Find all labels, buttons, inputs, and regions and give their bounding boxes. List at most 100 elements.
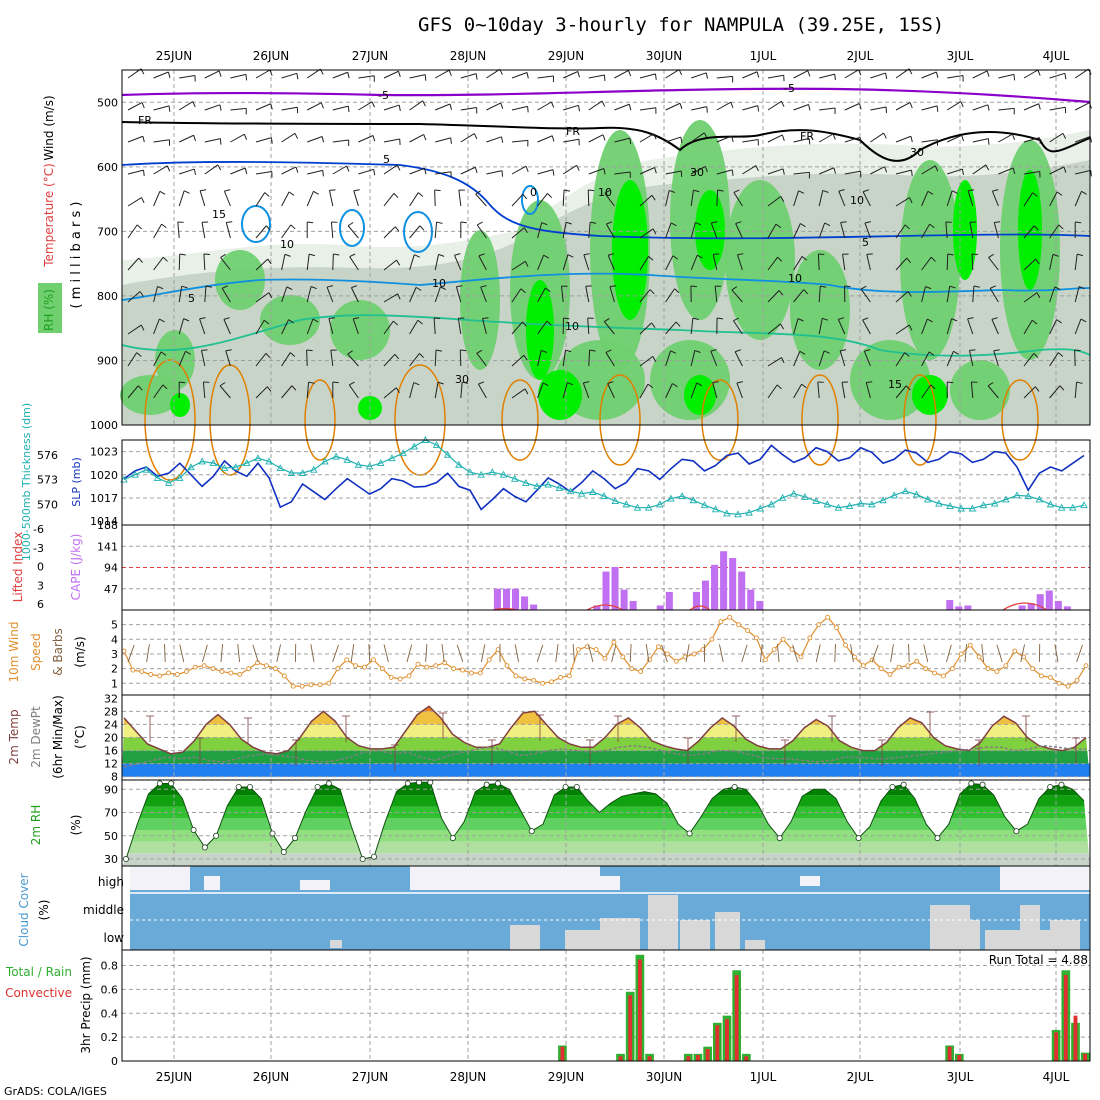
wind-barb: [435, 171, 452, 175]
slp-ytick: 1014: [90, 515, 118, 528]
wind-barb-10m: [201, 644, 208, 663]
cloud-low-block: [960, 920, 980, 950]
wind-speed-marker: [121, 648, 127, 654]
wind-barb: [587, 189, 590, 207]
wind-barb: [178, 351, 186, 367]
wind-barb: [585, 286, 590, 303]
wind-barb-flag: [565, 221, 572, 225]
wind-barb: [281, 72, 298, 79]
wind-barb: [971, 253, 974, 271]
wind-barb: [383, 353, 396, 367]
wind-barb: [690, 254, 698, 271]
wind-speed-marker: [745, 628, 750, 633]
wind-barb: [607, 383, 615, 399]
wind-barb: [921, 191, 929, 207]
wind-barb: [455, 286, 462, 303]
wind-barb-flag: [542, 382, 549, 387]
wind-barb-flag: [1064, 73, 1067, 80]
wind-barb: [972, 164, 987, 175]
wind-barb-flag: [353, 317, 360, 320]
thickness-marker: [633, 503, 642, 511]
wind-barb-flag: [413, 382, 420, 386]
wind-speed-marker: [638, 669, 644, 675]
wind-barb: [840, 222, 846, 239]
wind-barb: [614, 171, 631, 175]
wind-barb-10m: [555, 644, 559, 663]
wind-barb: [153, 384, 164, 399]
wind-speed-marker: [237, 672, 243, 677]
wind-barb: [733, 320, 743, 335]
wind-barb: [255, 192, 266, 207]
wind-speed-marker: [246, 666, 252, 672]
bottom-date-label: 25JUN: [156, 1070, 193, 1084]
thickness-marker: [555, 483, 564, 491]
wind-barb-flag: [414, 254, 420, 258]
wind-barb-flag: [703, 132, 708, 139]
wind-barb-10m: [792, 644, 799, 663]
wind-barb: [895, 135, 912, 143]
contour-label: 10: [850, 194, 864, 207]
rh-marker: [573, 783, 580, 790]
rh-marker: [1047, 783, 1054, 790]
wind-barb-flag: [226, 221, 233, 224]
cape-bar: [521, 596, 529, 610]
wind-speed-marker: [575, 647, 581, 653]
wind-barb: [818, 286, 821, 303]
thickness-marker: [767, 500, 776, 508]
thickness-marker: [968, 504, 977, 512]
rh-blob-bright: [684, 375, 716, 415]
thickness-marker: [399, 449, 407, 457]
wind-barb: [204, 104, 221, 111]
cape-bar: [593, 605, 601, 610]
wind-barb: [665, 222, 672, 239]
wind-barb-flag: [332, 381, 339, 384]
wind-barb: [712, 382, 718, 399]
wind-barb: [716, 189, 719, 207]
wind-barb: [969, 222, 974, 239]
wind-barb: [665, 255, 674, 271]
top-date-label: 28JUN: [450, 49, 487, 63]
wind-barb-flag: [911, 170, 913, 177]
temp2m-label-a: 2m Temp: [7, 709, 21, 764]
rh-blob-green: [900, 160, 960, 360]
rh-marker: [562, 783, 569, 790]
wind-barb: [1023, 386, 1036, 399]
wind-barb: [204, 70, 220, 79]
wind-barb: [946, 190, 953, 207]
wind-speed-marker: [709, 636, 715, 642]
wind-barb-flag: [424, 168, 427, 175]
thickness-marker: [1013, 491, 1021, 499]
wind-barb-flag: [778, 290, 784, 296]
wind-barb: [409, 134, 424, 143]
wind-barb: [347, 225, 359, 239]
wind-barb-flag: [1011, 134, 1016, 141]
rh-marker: [213, 832, 220, 839]
wind-barb: [562, 350, 566, 367]
wind-barb: [537, 193, 548, 207]
wind-barb-flag: [245, 74, 248, 81]
wind-barb-flag: [1054, 286, 1061, 290]
wind-barb: [281, 106, 298, 111]
wind-barb: [1049, 286, 1056, 303]
wind-barb: [639, 383, 649, 399]
rh-blob-green: [725, 180, 795, 340]
wind-barb-flag: [567, 382, 574, 386]
wind-barb-flag: [140, 324, 145, 331]
wind-barb-flag: [960, 101, 964, 108]
wind-barb-flag: [601, 100, 606, 107]
wind-barb: [946, 318, 953, 335]
wind-barb-flag: [991, 317, 998, 320]
wind-barb: [921, 165, 936, 175]
wind-barb-flag: [347, 72, 350, 79]
wind-barb-flag: [396, 164, 401, 171]
wind-barb-flag: [322, 170, 324, 177]
thickness-marker: [243, 459, 251, 467]
wind-barb-flag: [168, 105, 171, 112]
wind-barb-flag: [781, 134, 785, 141]
bottom-date-label: 29JUN: [548, 1070, 585, 1084]
wind-barb: [460, 166, 476, 175]
wind-barb-10m: [850, 644, 854, 663]
cape-bar: [1045, 590, 1053, 610]
wind-barb: [1023, 171, 1040, 175]
wind-barb: [204, 164, 219, 175]
